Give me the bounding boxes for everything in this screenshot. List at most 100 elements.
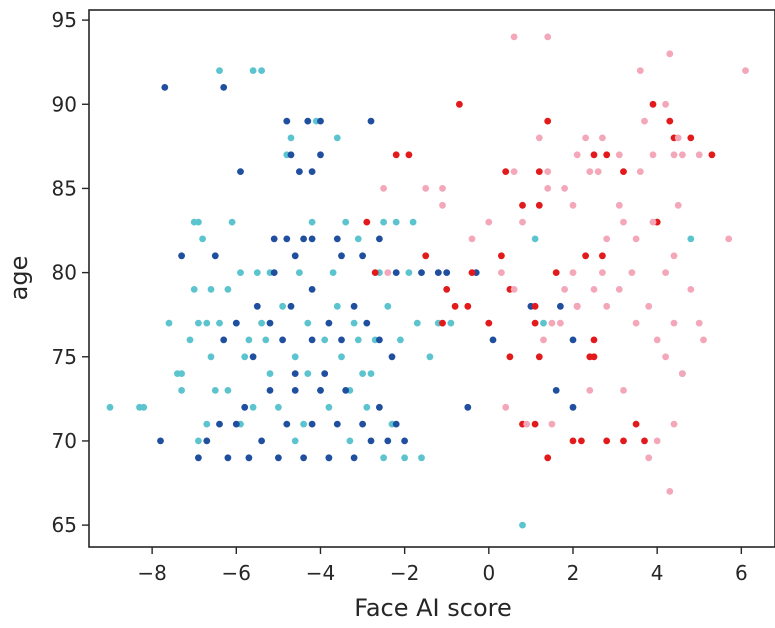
scatter-point <box>636 67 644 74</box>
scatter-point <box>367 437 375 445</box>
x-tick-label: −6 <box>222 561 251 585</box>
scatter-point <box>354 336 362 344</box>
scatter-point <box>451 302 459 310</box>
scatter-point <box>666 50 674 58</box>
x-tick-label: −4 <box>306 561 335 585</box>
scatter-point <box>464 302 472 310</box>
scatter-point <box>603 437 611 445</box>
scatter-point <box>468 269 476 276</box>
scatter-point <box>224 454 232 462</box>
scatter-point <box>510 33 518 41</box>
scatter-point <box>510 286 518 293</box>
scatter-point <box>317 151 324 159</box>
scatter-point <box>308 286 316 293</box>
y-tick-label: 75 <box>52 345 77 369</box>
scatter-point <box>245 336 253 344</box>
scatter-point <box>662 100 669 108</box>
scatter-point <box>620 437 627 445</box>
scatter-point <box>687 235 695 243</box>
scatter-point <box>557 302 564 310</box>
scatter-point <box>439 201 446 209</box>
x-tick-label: 0 <box>482 561 495 585</box>
scatter-point <box>279 336 286 344</box>
scatter-point <box>325 319 333 327</box>
scatter-point <box>342 218 350 226</box>
scatter-point <box>615 286 623 293</box>
scatter-point <box>535 353 543 361</box>
scatter-point <box>384 437 392 445</box>
scatter-point <box>464 403 472 411</box>
scatter-point <box>620 168 627 176</box>
scatter-point <box>552 387 560 394</box>
y-tick-label: 70 <box>52 429 77 453</box>
points-layer <box>106 33 749 529</box>
scatter-point <box>636 168 644 176</box>
scatter-point <box>308 218 316 226</box>
y-tick-label: 85 <box>52 176 77 200</box>
scatter-point <box>338 353 345 361</box>
scatter-point <box>544 185 552 192</box>
scatter-point <box>569 437 577 445</box>
scatter-point <box>211 387 219 394</box>
scatter-point <box>573 151 581 159</box>
scatter-point <box>300 235 307 243</box>
plot-frame <box>88 9 775 548</box>
scatter-point <box>241 353 249 361</box>
scatter-point <box>599 134 606 142</box>
scatter-point <box>641 437 648 445</box>
scatter-point <box>342 387 350 394</box>
scatter-point <box>216 67 223 74</box>
y-axis-title: age <box>5 256 33 301</box>
scatter-point <box>586 387 594 394</box>
scatter-point <box>270 235 278 243</box>
scatter-point <box>590 353 598 361</box>
scatter-point <box>195 319 202 327</box>
scatter-point <box>578 437 585 445</box>
scatter-point <box>106 403 114 411</box>
scatter-point <box>333 420 341 428</box>
scatter-point <box>506 353 514 361</box>
scatter-point <box>203 437 211 445</box>
scatter-point <box>308 168 316 176</box>
scatter-point <box>409 218 417 226</box>
scatter-point <box>207 286 215 293</box>
scatter-point <box>649 218 657 226</box>
scatter-point <box>666 117 674 125</box>
scatter-point <box>413 319 421 327</box>
scatter-point <box>552 269 560 276</box>
scatter-point <box>237 168 244 176</box>
scatter-point <box>287 302 295 310</box>
scatter-point <box>523 420 531 428</box>
scatter-point <box>485 319 493 327</box>
scatter-point <box>376 403 383 411</box>
scatter-point <box>439 319 446 327</box>
scatter-point <box>195 454 202 462</box>
scatter-point <box>708 151 716 159</box>
scatter-point <box>161 84 169 91</box>
scatter-point <box>498 269 505 276</box>
scatter-point <box>283 235 291 243</box>
scatter-point <box>380 218 387 226</box>
scatter-point <box>195 218 202 226</box>
scatter-point <box>426 353 434 361</box>
scatter-point <box>485 218 493 226</box>
scatter-point <box>359 370 366 377</box>
scatter-point <box>258 319 265 327</box>
scatter-point <box>456 100 463 108</box>
scatter-point <box>603 302 611 310</box>
scatter-point <box>645 302 653 310</box>
scatter-point <box>190 286 198 293</box>
scatter-point <box>405 269 413 276</box>
scatter-point <box>535 134 543 142</box>
scatter-point <box>367 117 375 125</box>
scatter-point <box>468 235 476 243</box>
scatter-point <box>237 269 244 276</box>
scatter-point <box>670 420 678 428</box>
scatter-point <box>363 218 371 226</box>
scatter-point <box>300 420 307 428</box>
scatter-point <box>258 67 265 74</box>
scatter-point <box>670 151 678 159</box>
scatter-point <box>304 319 312 327</box>
scatter-point <box>531 319 539 327</box>
